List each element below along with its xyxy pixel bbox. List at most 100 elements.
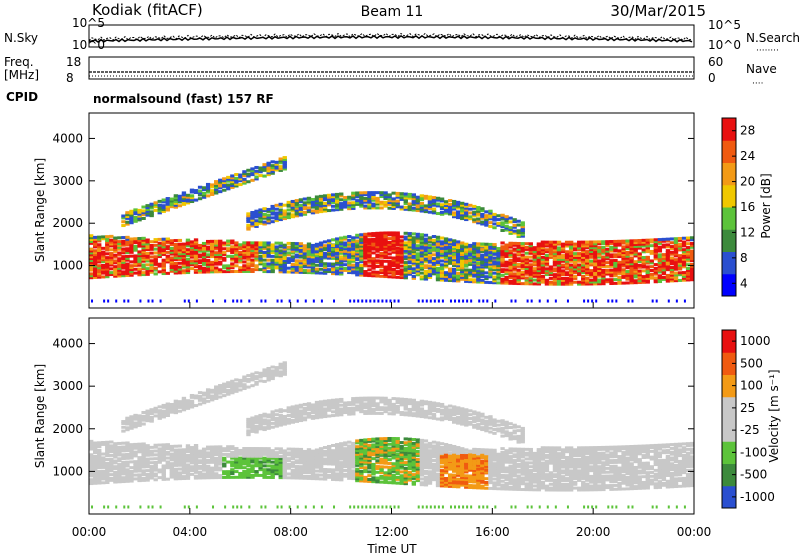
velocity-cell xyxy=(177,461,183,465)
power-cell xyxy=(472,258,477,262)
velocity-cell xyxy=(306,448,312,452)
power-cell xyxy=(230,245,235,249)
power-cell xyxy=(226,264,231,268)
power-cell xyxy=(201,188,207,192)
velocity-cell xyxy=(113,455,118,459)
power-cell xyxy=(355,249,360,253)
power-cell xyxy=(568,244,574,248)
power-cell xyxy=(415,269,421,273)
power-cell xyxy=(250,252,255,256)
power-cell xyxy=(609,255,614,259)
power-cell xyxy=(500,249,505,253)
power-cell xyxy=(181,248,187,252)
power-cell xyxy=(395,252,400,256)
power-cell xyxy=(460,209,465,213)
velocity-cell xyxy=(250,450,255,454)
power-cell xyxy=(504,260,509,264)
velocity-cell xyxy=(288,505,291,509)
power-cell xyxy=(391,275,396,279)
velocity-cell xyxy=(169,464,174,468)
power-cell xyxy=(161,200,166,204)
power-cell xyxy=(153,262,158,266)
power-cell xyxy=(125,243,130,247)
power-cell xyxy=(391,269,396,273)
power-cell xyxy=(105,265,110,269)
power-cell xyxy=(246,218,251,222)
power-cell xyxy=(310,257,316,261)
power-cell xyxy=(250,258,255,262)
velocity-cell xyxy=(260,505,263,509)
velocity-cell xyxy=(201,464,207,468)
power-cell xyxy=(625,254,630,258)
velocity-cell xyxy=(224,505,227,509)
power-cell xyxy=(536,244,542,248)
power-cell xyxy=(181,257,187,261)
power-cell xyxy=(185,242,191,246)
power-cell xyxy=(113,261,118,265)
power-cell xyxy=(210,183,215,187)
velocity-cell xyxy=(201,474,207,478)
velocity-cell xyxy=(246,468,251,472)
power-cell xyxy=(266,262,271,266)
power-cell xyxy=(250,178,255,182)
power-cell xyxy=(109,244,114,248)
power-cell xyxy=(193,238,199,242)
power-cell xyxy=(520,225,525,229)
power-cell xyxy=(230,258,235,262)
power-cell xyxy=(407,239,412,243)
power-cell xyxy=(415,259,421,263)
power-cell xyxy=(107,299,110,303)
power-cell xyxy=(371,260,376,264)
velocity-cell xyxy=(157,453,162,457)
velocity-cell xyxy=(205,459,211,463)
velocity-cell xyxy=(290,420,295,424)
power-cell xyxy=(117,240,122,244)
power-cell xyxy=(302,212,308,216)
power-cell xyxy=(629,281,634,285)
power-cell xyxy=(512,249,517,253)
power-cell xyxy=(407,192,412,196)
power-cell xyxy=(326,268,332,272)
velocity-cell xyxy=(270,472,275,476)
power-cell xyxy=(423,271,429,275)
power-cell xyxy=(193,255,199,259)
power-cell xyxy=(403,198,408,202)
power-cell xyxy=(556,275,562,279)
power-cell xyxy=(361,299,364,303)
power-cell xyxy=(447,275,453,279)
power-cell xyxy=(379,246,384,250)
power-cell xyxy=(173,242,179,246)
power-cell xyxy=(653,253,658,257)
power-cell xyxy=(435,237,441,241)
power-cell xyxy=(205,264,211,268)
power-cell xyxy=(504,253,509,257)
power-cell xyxy=(500,213,505,217)
power-cell xyxy=(322,207,328,211)
power-cell xyxy=(159,299,162,303)
velocity-cell xyxy=(270,416,275,420)
velocity-cell xyxy=(314,463,320,467)
velocity-cell xyxy=(121,447,126,451)
power-cell xyxy=(125,239,130,243)
velocity-cell xyxy=(266,378,271,382)
power-cell xyxy=(435,196,441,200)
power-cell xyxy=(306,250,312,254)
velocity-cell xyxy=(274,366,279,370)
power-cell xyxy=(573,255,578,259)
velocity-cell xyxy=(181,408,187,412)
power-cell xyxy=(266,221,271,225)
power-cell xyxy=(677,267,683,271)
velocity-cell xyxy=(238,458,243,462)
power-cell xyxy=(468,280,473,284)
power-cell xyxy=(399,276,404,280)
power-cell xyxy=(472,265,477,269)
velocity-cell xyxy=(161,415,166,419)
velocity-cell xyxy=(157,451,162,455)
power-cell xyxy=(270,204,275,208)
velocity-cell xyxy=(161,449,166,453)
velocity-cell xyxy=(214,466,219,470)
power-cell xyxy=(238,269,243,273)
power-cell xyxy=(250,222,255,226)
power-cell xyxy=(593,282,598,286)
power-cell xyxy=(443,278,449,282)
